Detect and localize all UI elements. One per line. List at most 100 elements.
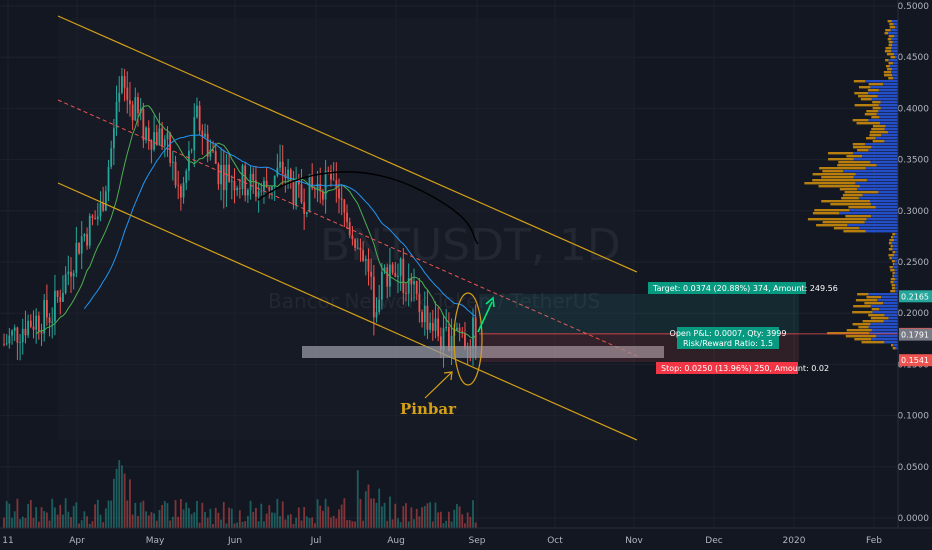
- candle-body: [346, 212, 348, 223]
- volume-bar: [287, 515, 289, 528]
- volume-bar: [115, 468, 118, 528]
- candle-body: [96, 216, 99, 220]
- volume-bar: [29, 499, 32, 528]
- candle-body: [83, 234, 86, 237]
- stop-label[interactable]: Stop: 0.0250 (13.96%) 250, Amount: 0.02: [656, 362, 829, 374]
- volume-bar: [279, 516, 281, 528]
- volume-profile-bar-up: [872, 140, 885, 143]
- volume-profile-bar-down: [847, 224, 898, 227]
- volume-profile-bar-down: [884, 140, 898, 143]
- volume-profile-bar-up: [852, 311, 873, 314]
- candle-body: [415, 281, 418, 294]
- volume-bar: [273, 512, 276, 528]
- candle-body: [99, 203, 102, 217]
- volume-bar: [319, 505, 322, 528]
- volume-profile-bar-down: [868, 92, 898, 95]
- volume-profile-bar-down: [868, 293, 898, 296]
- target-label[interactable]: Target: 0.0374 (20.88%) 374, Amount: 249…: [648, 282, 838, 294]
- volume-profile-bar-down: [889, 65, 898, 68]
- volume-profile-bar-up: [892, 263, 895, 266]
- volume-bar: [161, 504, 164, 528]
- candle-body: [24, 328, 27, 336]
- y-tick-label: 0.5000: [898, 2, 930, 12]
- volume-bar: [429, 502, 432, 528]
- volume-profile-bar-up: [892, 272, 895, 275]
- volume-bar: [423, 506, 426, 528]
- price-label-text: 0.1541: [901, 356, 929, 365]
- candle-body: [67, 271, 70, 275]
- candle-body: [134, 97, 137, 121]
- volume-profile-bar-up: [855, 299, 878, 302]
- volume-profile-bar-down: [893, 53, 898, 56]
- volume-profile-bar-up: [843, 230, 866, 233]
- volume-bar: [43, 511, 46, 528]
- volume-bar: [380, 506, 383, 528]
- volume-profile-bar-up: [871, 128, 885, 131]
- volume-bar: [249, 500, 252, 528]
- volume-bar: [255, 508, 257, 528]
- candle-body: [115, 101, 118, 129]
- volume-profile-bar-down: [868, 326, 898, 329]
- candle-body: [91, 215, 94, 218]
- volume-bar: [198, 522, 201, 528]
- volume-bar: [110, 500, 113, 528]
- volume-bar: [209, 508, 212, 528]
- volume-bar: [260, 503, 263, 528]
- volume-profile-bar-down: [870, 86, 898, 89]
- volume-bar: [177, 516, 180, 528]
- volume-bar: [445, 520, 448, 528]
- volume-profile-bar-down: [892, 266, 898, 269]
- candle-body: [62, 292, 64, 302]
- candle-body: [284, 173, 287, 179]
- candle-body: [193, 117, 196, 151]
- volume-bar: [472, 500, 474, 528]
- volume-bar: [145, 511, 147, 528]
- candle-body: [327, 170, 330, 172]
- price-label-text: 0.2165: [901, 292, 929, 301]
- volume-profile-bar-up: [844, 191, 879, 194]
- candle-body: [102, 203, 105, 211]
- volume-bar: [16, 498, 19, 528]
- volume-bar: [59, 504, 62, 528]
- x-tick-label: Feb: [866, 536, 882, 546]
- volume-profile-bar-up: [886, 65, 890, 68]
- volume-bar: [70, 517, 72, 528]
- candle-body: [372, 276, 375, 318]
- volume-bar: [220, 519, 222, 528]
- volume-bar: [222, 501, 225, 528]
- candle-body: [123, 76, 126, 88]
- candle-body: [155, 132, 158, 146]
- volume-profile-bar-down: [895, 347, 898, 350]
- volume-profile-bar-down: [893, 239, 898, 242]
- volume-profile-bar-down: [893, 281, 898, 284]
- open-pnl-label[interactable]: Open P&L: 0.0007, Qty: 3999 Risk/Reward …: [670, 327, 787, 349]
- volume-profile-bar-up: [846, 329, 872, 332]
- volume-profile-bar-up: [857, 149, 869, 152]
- candle-body: [11, 330, 13, 336]
- volume-bar: [284, 519, 287, 528]
- volume-profile-bar-up: [870, 317, 889, 320]
- volume-profile-bar-up: [889, 257, 892, 260]
- volume-bar: [142, 500, 145, 528]
- volume-profile-bar-up: [887, 68, 892, 71]
- volume-bar: [340, 504, 343, 528]
- overlays: [35, 15, 898, 441]
- ma-fast-line: [35, 105, 477, 339]
- volume-bar: [426, 503, 429, 528]
- candle-body: [402, 258, 405, 293]
- volume-profile-bar-down: [891, 71, 898, 74]
- candle-body: [458, 327, 461, 332]
- volume-profile-bar-down: [893, 275, 898, 278]
- volume-bar: [362, 520, 365, 528]
- volume-bar: [399, 522, 402, 528]
- candle-body: [169, 133, 172, 163]
- volume-bar: [185, 502, 188, 528]
- volume-bar: [257, 521, 260, 528]
- volume-profile-bar-down: [894, 284, 898, 287]
- candle-body: [236, 187, 239, 191]
- y-tick-label: 0.3000: [898, 207, 930, 217]
- volume-bar: [421, 507, 423, 528]
- candle-body: [316, 183, 319, 190]
- candle-body: [8, 335, 11, 344]
